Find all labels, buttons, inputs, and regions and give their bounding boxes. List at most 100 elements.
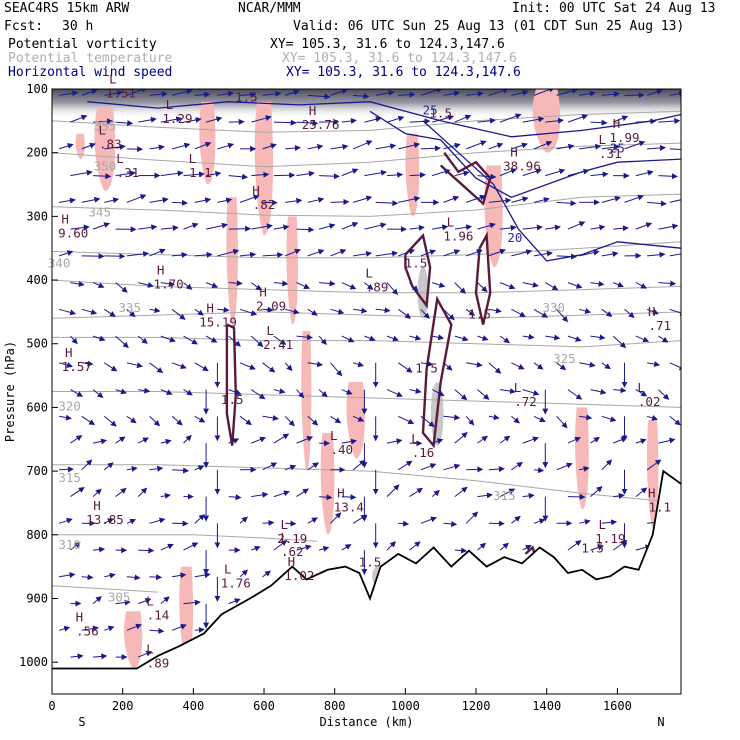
theta-contour-label: 345 [88, 204, 111, 219]
wind-vector [579, 90, 596, 97]
wind-vector [104, 197, 120, 204]
wind-vector [567, 335, 582, 342]
wind-vector [341, 168, 359, 177]
y-tick-label: 300 [26, 209, 48, 223]
wind-vector [341, 494, 357, 501]
pink-shading-region [179, 566, 194, 663]
wind-vector [92, 389, 104, 399]
wind-vector [92, 596, 102, 604]
wind-speed-contour [369, 110, 681, 199]
extremum-marker: H [288, 554, 296, 569]
wind-vector [601, 251, 619, 257]
pink-shading-region [75, 133, 85, 160]
extremum-value: .71 [649, 318, 672, 333]
wind-vector [579, 143, 602, 150]
wind-vector [262, 570, 272, 578]
wind-vector [398, 142, 421, 150]
wind-vector [590, 334, 606, 341]
wind-vector [149, 248, 166, 257]
wind-vector [658, 437, 676, 444]
wind-vector [330, 249, 347, 257]
wind-vector [556, 253, 577, 260]
wind-vector [398, 362, 413, 373]
wind-vector [432, 334, 445, 341]
wind-vector [511, 249, 533, 257]
wind-vector [409, 171, 426, 178]
wind-vector [386, 541, 397, 551]
extremum-marker: H [76, 610, 84, 625]
wind-vector [443, 249, 461, 257]
wind-vector [262, 414, 279, 421]
wind-vector [499, 542, 509, 551]
wind-vector [398, 196, 421, 203]
wind-vector [398, 415, 415, 425]
extremum-marker: H [65, 345, 73, 360]
wind-vector [658, 118, 681, 125]
wind-vector [669, 415, 681, 426]
pv-contour-label: 1.5 [359, 555, 382, 570]
theta-contour-label: 320 [58, 399, 81, 414]
extremum-value: .89 [366, 280, 389, 295]
wind-vector [296, 488, 309, 498]
stratosphere-shading [52, 89, 681, 117]
wind-vector [454, 547, 468, 554]
wind-vector [330, 415, 342, 424]
wind-vector [432, 168, 451, 177]
extremum-marker: H [613, 116, 621, 131]
wind-vector [194, 572, 211, 579]
wind-vector [138, 224, 158, 231]
wind-vector [70, 653, 84, 660]
wind-vector [160, 596, 170, 604]
wind-vector [70, 389, 84, 397]
x-tick-label: 800 [324, 699, 346, 713]
extremum-marker: H [259, 285, 267, 300]
wind-vector [70, 487, 85, 498]
extremum-value: 2.09 [256, 299, 286, 314]
wind-vector [205, 335, 218, 343]
wind-vector [239, 91, 257, 98]
wind-vector [92, 438, 108, 445]
wind-vector [511, 461, 524, 471]
wind-vector [352, 361, 365, 368]
extremum-value: .56 [76, 624, 99, 639]
wind-vector [522, 168, 542, 177]
wind-vector [126, 415, 137, 424]
wind-vector [239, 569, 249, 578]
wind-vector [420, 360, 434, 367]
wind-vector [601, 308, 613, 317]
wind-vector [646, 459, 662, 471]
wind-vector [318, 389, 328, 398]
extremum-marker: L [116, 151, 124, 166]
wind-vector [58, 362, 73, 368]
wind-vector [160, 335, 176, 343]
wind-vector [477, 542, 487, 551]
wind-vector [92, 173, 112, 180]
wind-vector [466, 361, 483, 368]
wind-vector [579, 519, 591, 525]
pv-contour [421, 295, 453, 449]
wind-vector [556, 415, 568, 429]
wind-vector [228, 173, 249, 180]
extremum-marker: L [365, 266, 373, 281]
wind-vector [454, 432, 468, 444]
wind-vector [330, 362, 343, 377]
wind-vector [149, 627, 165, 634]
extremum-value: 1.76 [221, 576, 251, 591]
wind-vector [183, 282, 193, 290]
wind-vector [341, 282, 357, 290]
wind-vector [149, 307, 161, 314]
y-tick-label: 500 [26, 337, 48, 351]
wind-vector [613, 492, 625, 499]
wind-vector [330, 89, 348, 96]
y-tick-label: 700 [26, 464, 48, 478]
extremum-marker: L [109, 71, 117, 86]
extremum-marker: H [252, 183, 260, 198]
wind-vector [137, 335, 148, 344]
wind-vector [81, 574, 94, 581]
wind-vector [545, 334, 561, 341]
wind-vector [307, 415, 319, 426]
pv-contour-label: 1.5 [405, 255, 428, 270]
wind-vector [307, 249, 325, 257]
wind-vector [250, 282, 262, 291]
extremum-marker: H [648, 485, 656, 500]
